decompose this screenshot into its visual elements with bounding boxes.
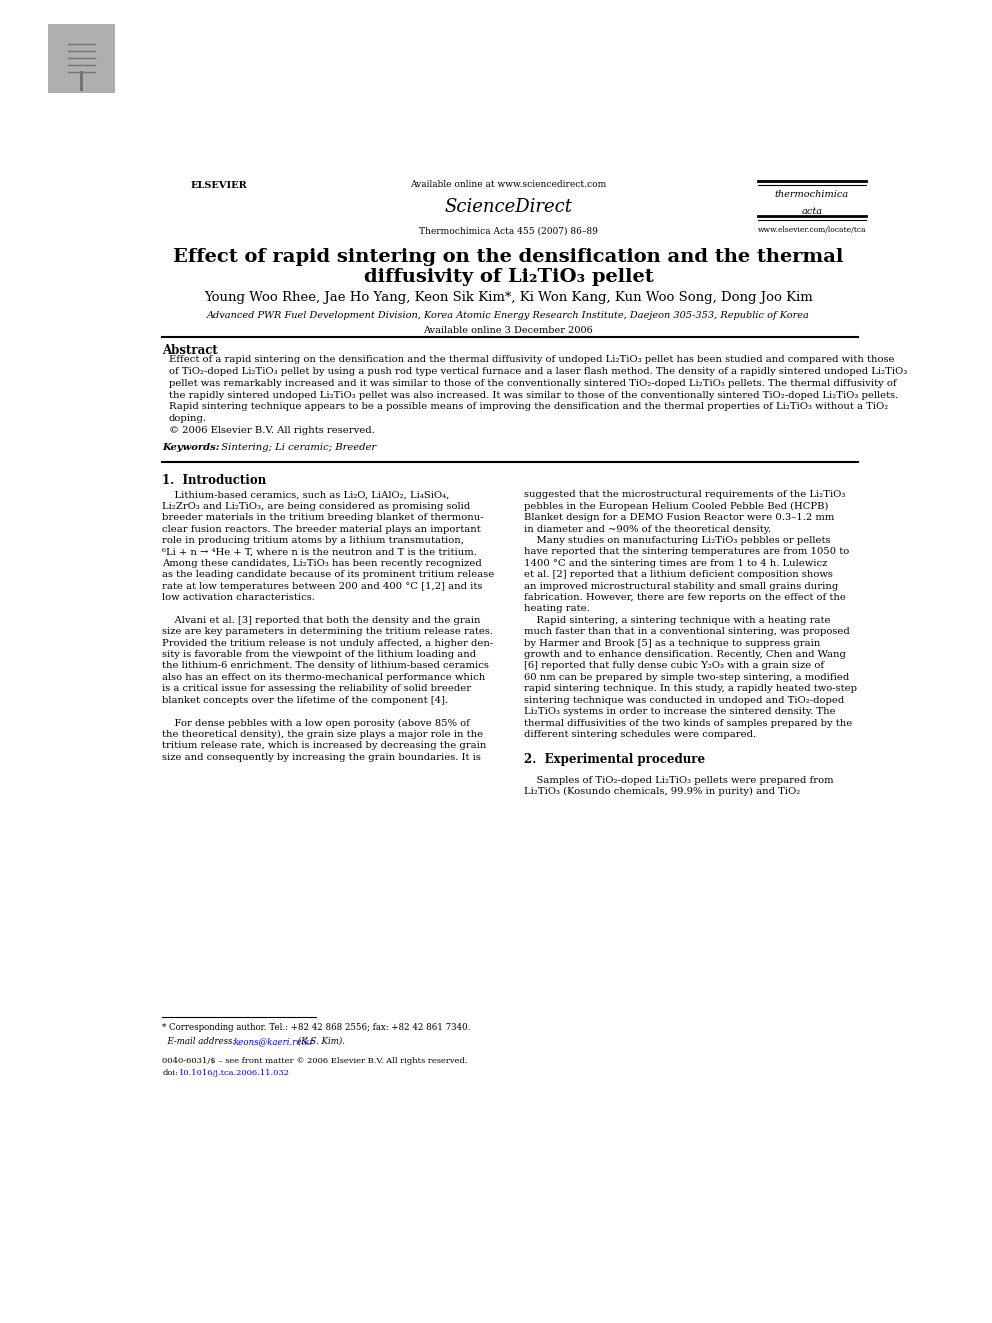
Text: Rapid sintering technique appears to be a possible means of improving the densif: Rapid sintering technique appears to be … — [169, 402, 888, 411]
Text: pellet was remarkably increased and it was similar to those of the conventionall: pellet was remarkably increased and it w… — [169, 378, 896, 388]
Text: Sintering; Li ceramic; Breeder: Sintering; Li ceramic; Breeder — [214, 443, 376, 452]
Text: sintering technique was conducted in undoped and TiO₂-doped: sintering technique was conducted in und… — [524, 696, 844, 705]
Text: Among these candidates, Li₂TiO₃ has been recently recognized: Among these candidates, Li₂TiO₃ has been… — [163, 558, 482, 568]
Text: Li₂TiO₃ (Kosundo chemicals, 99.9% in purity) and TiO₂: Li₂TiO₃ (Kosundo chemicals, 99.9% in pur… — [524, 787, 800, 796]
Text: size and consequently by increasing the grain boundaries. It is: size and consequently by increasing the … — [163, 753, 481, 762]
Text: E-mail address:: E-mail address: — [163, 1037, 238, 1046]
Text: sity is favorable from the viewpoint of the lithium loading and: sity is favorable from the viewpoint of … — [163, 650, 476, 659]
Text: tritium release rate, which is increased by decreasing the grain: tritium release rate, which is increased… — [163, 741, 487, 750]
Text: an improved microstructural stability and small grains during: an improved microstructural stability an… — [524, 582, 838, 590]
Text: Rapid sintering, a sintering technique with a heating rate: Rapid sintering, a sintering technique w… — [524, 615, 830, 624]
Text: doi:: doi: — [163, 1069, 179, 1077]
Text: heating rate.: heating rate. — [524, 605, 589, 614]
Text: Samples of TiO₂-doped Li₂TiO₃ pellets were prepared from: Samples of TiO₂-doped Li₂TiO₃ pellets we… — [524, 775, 833, 785]
Text: Available online at www.sciencedirect.com: Available online at www.sciencedirect.co… — [411, 180, 606, 189]
Text: rapid sintering technique. In this study, a rapidly heated two-step: rapid sintering technique. In this study… — [524, 684, 857, 693]
Text: size are key parameters in determining the tritium release rates.: size are key parameters in determining t… — [163, 627, 493, 636]
Text: 0040-6031/$ – see front matter © 2006 Elsevier B.V. All rights reserved.: 0040-6031/$ – see front matter © 2006 El… — [163, 1057, 468, 1065]
Text: the lithium-6 enrichment. The density of lithium-based ceramics: the lithium-6 enrichment. The density of… — [163, 662, 489, 671]
Text: 1.  Introduction: 1. Introduction — [163, 474, 267, 487]
Text: (K.S. Kim).: (K.S. Kim). — [296, 1037, 345, 1046]
Text: [6] reported that fully dense cubic Y₂O₃ with a grain size of: [6] reported that fully dense cubic Y₂O₃… — [524, 662, 824, 671]
Text: fabrication. However, there are few reports on the effect of the: fabrication. However, there are few repo… — [524, 593, 845, 602]
Text: have reported that the sintering temperatures are from 1050 to: have reported that the sintering tempera… — [524, 548, 849, 557]
Text: Young Woo Rhee, Jae Ho Yang, Keon Sik Kim*, Ki Won Kang, Kun Woo Song, Dong Joo : Young Woo Rhee, Jae Ho Yang, Keon Sik Ki… — [204, 291, 812, 304]
Text: blanket concepts over the lifetime of the component [4].: blanket concepts over the lifetime of th… — [163, 696, 448, 705]
Text: of TiO₂-doped Li₂TiO₃ pellet by using a push rod type vertical furnace and a las: of TiO₂-doped Li₂TiO₃ pellet by using a … — [169, 366, 907, 376]
Text: doping.: doping. — [169, 414, 206, 423]
Text: 2.  Experimental procedure: 2. Experimental procedure — [524, 753, 705, 766]
Text: diffusivity of Li₂TiO₃ pellet: diffusivity of Li₂TiO₃ pellet — [363, 267, 654, 286]
Text: For dense pebbles with a low open porosity (above 85% of: For dense pebbles with a low open porosi… — [163, 718, 470, 728]
Text: in diameter and ~90% of the theoretical density.: in diameter and ~90% of the theoretical … — [524, 525, 771, 533]
Text: 1400 °C and the sintering times are from 1 to 4 h. Lulewicz: 1400 °C and the sintering times are from… — [524, 558, 827, 568]
Text: also has an effect on its thermo-mechanical performance which: also has an effect on its thermo-mechani… — [163, 673, 486, 681]
Text: Lithium-based ceramics, such as Li₂O, LiAlO₂, Li₄SiO₄,: Lithium-based ceramics, such as Li₂O, Li… — [163, 491, 449, 499]
Text: the rapidly sintered undoped Li₂TiO₃ pellet was also increased. It was similar t: the rapidly sintered undoped Li₂TiO₃ pel… — [169, 390, 898, 400]
Text: low activation characteristics.: low activation characteristics. — [163, 593, 315, 602]
Text: clear fusion reactors. The breeder material plays an important: clear fusion reactors. The breeder mater… — [163, 525, 481, 533]
Text: keons@kaeri.re.kr: keons@kaeri.re.kr — [234, 1037, 314, 1046]
Text: growth and to enhance densification. Recently, Chen and Wang: growth and to enhance densification. Rec… — [524, 650, 845, 659]
Text: 60 nm can be prepared by simple two-step sintering, a modified: 60 nm can be prepared by simple two-step… — [524, 673, 849, 681]
Text: by Harmer and Brook [5] as a technique to suppress grain: by Harmer and Brook [5] as a technique t… — [524, 639, 820, 648]
Text: breeder materials in the tritium breeding blanket of thermonu-: breeder materials in the tritium breedin… — [163, 513, 484, 523]
Text: Li₂ZrO₃ and Li₂TiO₃, are being considered as promising solid: Li₂ZrO₃ and Li₂TiO₃, are being considere… — [163, 501, 470, 511]
Text: Blanket design for a DEMO Fusion Reactor were 0.3–1.2 mm: Blanket design for a DEMO Fusion Reactor… — [524, 513, 834, 523]
Text: Effect of rapid sintering on the densification and the thermal: Effect of rapid sintering on the densifi… — [174, 249, 843, 266]
Text: ELSEVIER: ELSEVIER — [190, 181, 248, 191]
Text: ⁶Li + n → ⁴He + T, where n is the neutron and T is the tritium.: ⁶Li + n → ⁴He + T, where n is the neutro… — [163, 548, 477, 557]
Text: Advanced PWR Fuel Development Division, Korea Atomic Energy Research Institute, : Advanced PWR Fuel Development Division, … — [207, 311, 809, 320]
Text: ScienceDirect: ScienceDirect — [444, 198, 572, 217]
Text: the theoretical density), the grain size plays a major role in the: the theoretical density), the grain size… — [163, 730, 483, 740]
Text: Abstract: Abstract — [163, 344, 218, 357]
Text: thermochimica: thermochimica — [775, 191, 849, 200]
Text: role in producing tritium atoms by a lithium transmutation,: role in producing tritium atoms by a lit… — [163, 536, 464, 545]
Text: pebbles in the European Helium Cooled Pebble Bed (HCPB): pebbles in the European Helium Cooled Pe… — [524, 501, 828, 511]
Text: * Corresponding author. Tel.: +82 42 868 2556; fax: +82 42 861 7340.: * Corresponding author. Tel.: +82 42 868… — [163, 1023, 471, 1032]
Text: Provided the tritium release is not unduly affected, a higher den-: Provided the tritium release is not undu… — [163, 639, 494, 648]
Text: rate at low temperatures between 200 and 400 °C [1,2] and its: rate at low temperatures between 200 and… — [163, 582, 483, 590]
Text: much faster than that in a conventional sintering, was proposed: much faster than that in a conventional … — [524, 627, 849, 636]
Text: Alvani et al. [3] reported that both the density and the grain: Alvani et al. [3] reported that both the… — [163, 615, 481, 624]
Text: as the leading candidate because of its prominent tritium release: as the leading candidate because of its … — [163, 570, 495, 579]
Text: et al. [2] reported that a lithium deficient composition shows: et al. [2] reported that a lithium defic… — [524, 570, 832, 579]
Text: Thermochimica Acta 455 (2007) 86–89: Thermochimica Acta 455 (2007) 86–89 — [419, 228, 598, 235]
Text: www.elsevier.com/locate/tca: www.elsevier.com/locate/tca — [758, 226, 866, 234]
Text: acta: acta — [802, 206, 822, 216]
Text: Available online 3 December 2006: Available online 3 December 2006 — [424, 325, 593, 335]
Text: © 2006 Elsevier B.V. All rights reserved.: © 2006 Elsevier B.V. All rights reserved… — [169, 426, 374, 435]
Text: Effect of a rapid sintering on the densification and the thermal diffusivity of : Effect of a rapid sintering on the densi… — [169, 356, 894, 364]
Text: Li₂TiO₃ systems in order to increase the sintered density. The: Li₂TiO₃ systems in order to increase the… — [524, 706, 835, 716]
Text: 10.1016/j.tca.2006.11.032: 10.1016/j.tca.2006.11.032 — [180, 1069, 291, 1077]
Text: Keywords:: Keywords: — [163, 443, 220, 452]
Text: is a critical issue for assessing the reliability of solid breeder: is a critical issue for assessing the re… — [163, 684, 471, 693]
Text: different sintering schedules were compared.: different sintering schedules were compa… — [524, 730, 756, 740]
Text: thermal diffusivities of the two kinds of samples prepared by the: thermal diffusivities of the two kinds o… — [524, 718, 852, 728]
Text: Many studies on manufacturing Li₂TiO₃ pebbles or pellets: Many studies on manufacturing Li₂TiO₃ pe… — [524, 536, 830, 545]
Text: suggested that the microstructural requirements of the Li₂TiO₃: suggested that the microstructural requi… — [524, 491, 845, 499]
